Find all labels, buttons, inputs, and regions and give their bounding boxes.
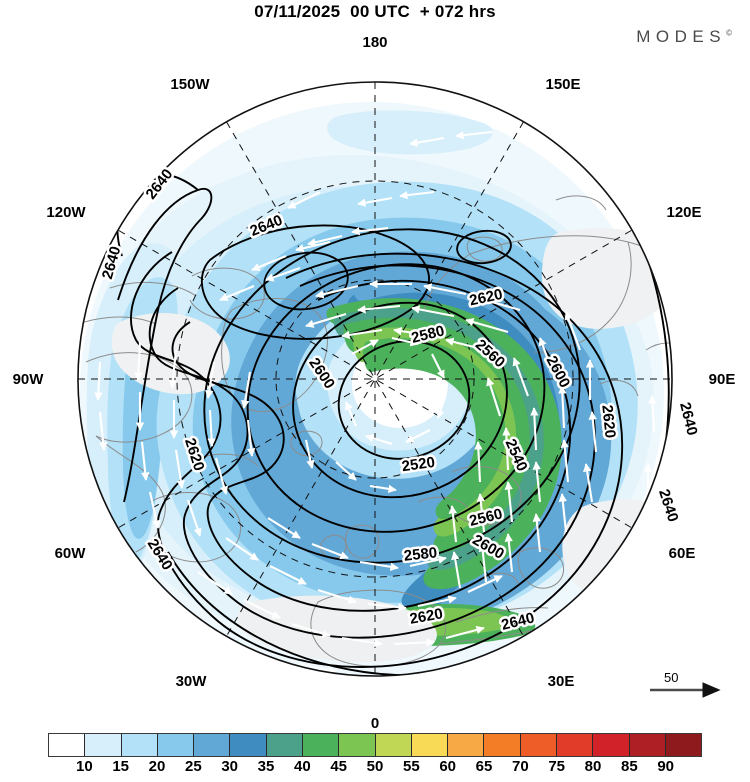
contour-label: 2600 [305,355,338,392]
contour-label: 2640 [142,166,176,203]
map-canvas [77,81,673,677]
longitude-label-60e: 60E [668,545,696,562]
polar-map: 2640 2640 2640 2640 2640 2640 2620 2620 2580 2580… [0,32,750,692]
chart-title: 07/11/2025 00 UTC + 072 hrs [254,2,496,21]
contour-label: 2640 [500,609,536,634]
contour-label: 2580 [410,322,446,347]
colorbar-tick-30: 30 [221,758,238,775]
contour-label: 2640 [99,244,125,281]
colorbar-swatches [48,733,702,757]
colorbar-cell-8 [339,734,376,756]
contour-label: 2560 [472,336,508,371]
colorbar-cell-3 [157,734,195,756]
contour-label: 2620 [598,404,618,439]
colorbar-tick-50: 50 [366,758,384,775]
contour-label: 2520 [401,454,436,475]
longitude-label-60w: 60W [54,545,86,562]
colorbar-cell-16 [629,734,666,756]
colorbar-tick-45: 45 [330,758,347,775]
contour-label: 2640 [676,401,701,437]
colorbar-tick-40: 40 [293,758,311,775]
copyright-icon: © [726,28,732,38]
colorbar-tick-70: 70 [511,758,529,775]
contour-label: 2620 [468,286,504,310]
colorbar-cell-17 [665,734,702,756]
globe-outline [77,81,673,677]
graticule [78,82,672,676]
longitude-label-120e: 120E [666,204,702,221]
colorbar-tick-60: 60 [439,758,456,775]
colorbar-cell-9 [375,734,412,756]
colorbar-tick-75: 75 [548,758,565,775]
scale-arrow: 50 [648,670,734,708]
contour-label: 2640 [248,212,285,240]
wind-arrows [94,130,657,675]
longitude-label-180: 180 [362,34,388,51]
longitude-label-90w: 90W [12,371,44,388]
contour-label: 2640 [144,536,176,573]
contour-label: 2580 [403,544,438,564]
colorbar-tick-55: 55 [402,758,420,775]
colorbar-cell-4 [194,734,231,756]
modes-logo-text: MODES [636,27,727,46]
colorbar-tick-25: 25 [184,758,202,775]
colorbar-cell-7 [302,734,340,756]
colorbar-cell-15 [593,734,630,756]
colorbar-tick-90: 90 [657,758,674,775]
modes-logo: MODES© [636,27,732,47]
longitude-label-30w: 30W [175,673,207,690]
colorbar-tick-65: 65 [475,758,493,775]
contour-label: 2540 [502,436,531,473]
colorbar: 10 15 20 25 30 35 40 45 50 55 60 65 70 75 80 85 90 [0,730,750,782]
contour-label: 2640 [655,487,681,524]
contour-label-layer: 2640 2640 2640 2640 2640 2640 2620 2620 2580 2580… [96,163,703,636]
colorbar-tick-20: 20 [148,758,166,775]
shaded-field [80,102,672,676]
contour-label: 2620 [408,605,444,628]
colorbar-cell-6 [266,734,303,756]
longitude-label-120w: 120W [46,204,86,221]
colorbar-tick-10: 10 [75,758,93,775]
colorbar-tick-80: 80 [584,758,602,775]
colorbar-cell-2 [121,734,158,756]
colorbar-cell-0 [49,734,86,756]
longitude-label-150e: 150E [545,76,581,93]
colorbar-cell-1 [85,734,122,756]
colorbar-cell-14 [556,734,594,756]
contour-label-halo: 2620 [408,605,444,628]
contour-label: 2600 [470,531,507,562]
contour-label: 2560 [468,505,504,530]
colorbar-cell-10 [411,734,449,756]
longitude-label-90e: 90E [708,371,736,388]
longitude-label-30e: 30E [547,673,575,690]
contour-label: 2620 [181,436,207,473]
colorbar-cell-13 [520,734,557,756]
longitude-label-0: 0 [370,715,380,732]
scale-arrow-icon [650,682,721,698]
scale-arrow-value: 50 [664,670,679,685]
colorbar-tick-85: 85 [620,758,638,775]
contour-label: 2600 [543,353,574,390]
colorbar-tick-35: 35 [257,758,275,775]
colorbar-cell-5 [230,734,267,756]
colorbar-cell-11 [448,734,485,756]
longitude-label-150w: 150W [170,76,210,93]
colorbar-tick-labels: 10 15 20 25 30 35 40 45 50 55 60 65 70 75 80 85 90 [48,758,702,780]
colorbar-cell-12 [484,734,521,756]
colorbar-tick-15: 15 [112,758,129,775]
